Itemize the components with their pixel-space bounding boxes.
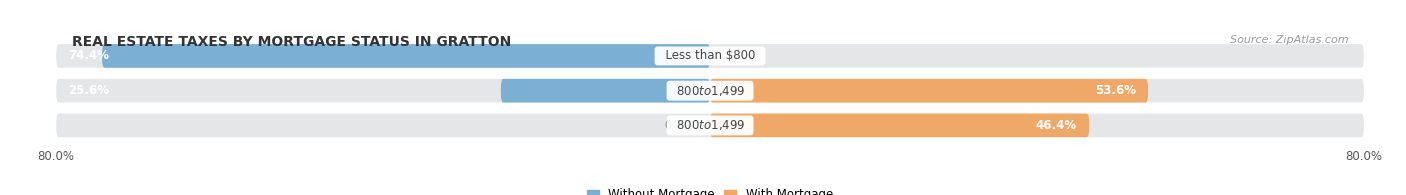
Text: 53.6%: 53.6% — [1095, 84, 1136, 97]
Text: $800 to $1,499: $800 to $1,499 — [669, 118, 751, 132]
FancyBboxPatch shape — [56, 79, 1364, 103]
Legend: Without Mortgage, With Mortgage: Without Mortgage, With Mortgage — [588, 189, 832, 195]
FancyBboxPatch shape — [56, 114, 1364, 137]
FancyBboxPatch shape — [56, 44, 1364, 68]
Text: 25.6%: 25.6% — [69, 84, 110, 97]
Text: 0.0%: 0.0% — [664, 119, 693, 132]
Text: Less than $800: Less than $800 — [658, 50, 762, 62]
Text: $800 to $1,499: $800 to $1,499 — [669, 84, 751, 98]
Text: Source: ZipAtlas.com: Source: ZipAtlas.com — [1229, 35, 1348, 45]
Text: 0.0%: 0.0% — [727, 50, 756, 62]
FancyBboxPatch shape — [710, 114, 1090, 137]
Text: 46.4%: 46.4% — [1036, 119, 1077, 132]
FancyBboxPatch shape — [501, 79, 710, 103]
Text: REAL ESTATE TAXES BY MORTGAGE STATUS IN GRATTON: REAL ESTATE TAXES BY MORTGAGE STATUS IN … — [72, 35, 512, 49]
Text: 74.4%: 74.4% — [69, 50, 110, 62]
FancyBboxPatch shape — [103, 44, 710, 68]
FancyBboxPatch shape — [710, 79, 1149, 103]
